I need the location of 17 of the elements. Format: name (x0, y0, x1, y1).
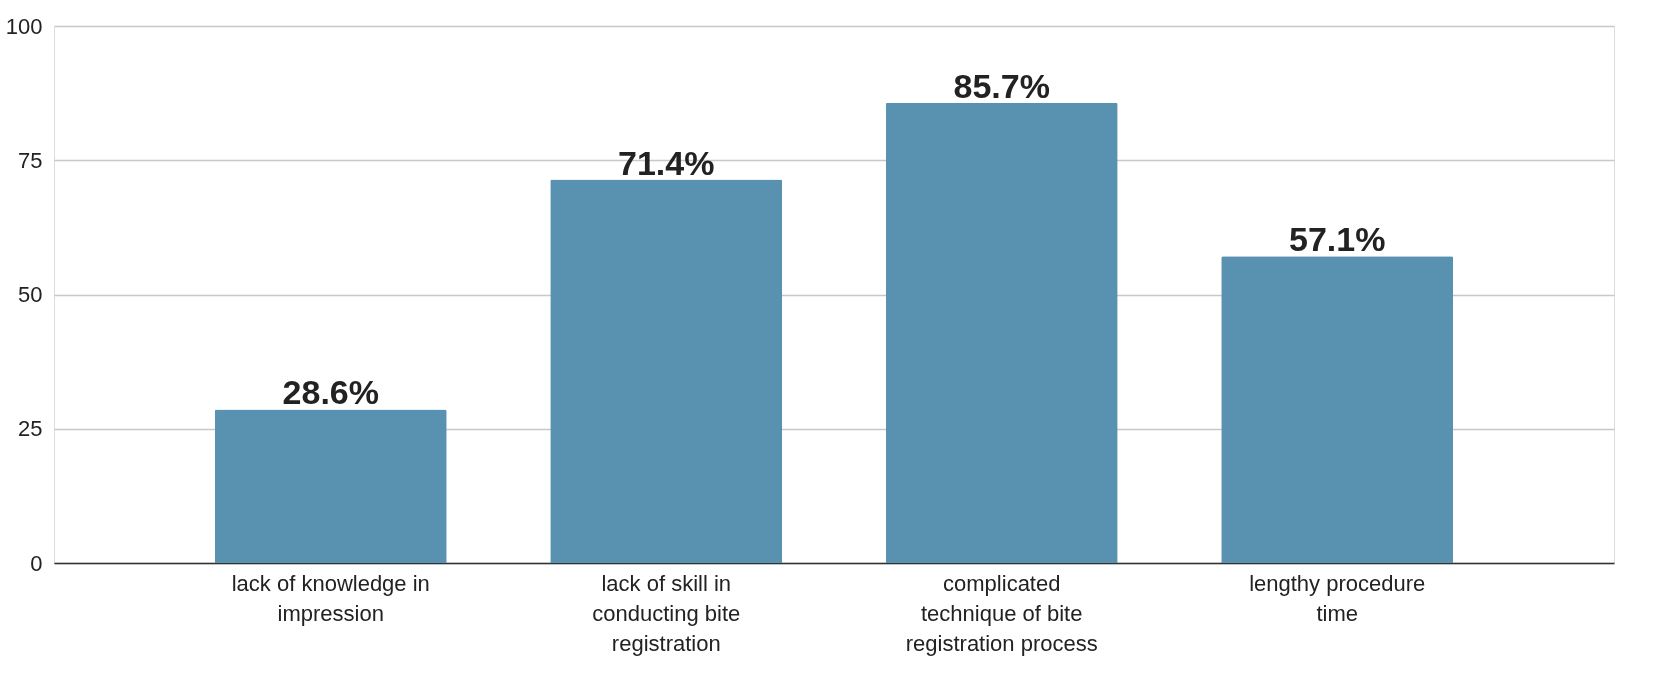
y-tick-label: 0 (30, 550, 43, 576)
data-label: 71.4% (618, 143, 715, 182)
x-tick-label: complicated technique of bite registration process (905, 570, 1098, 656)
x-tick-label: lengthy procedure time (1249, 570, 1426, 626)
y-tick-label: 25 (18, 416, 43, 442)
bar (214, 409, 447, 563)
y-tick-label: 50 (18, 282, 43, 307)
x-tick-label: lack of skill in conducting bite registration (592, 570, 741, 656)
bar (550, 179, 783, 563)
y-tick-label: 75 (18, 147, 43, 173)
data-label: 85.7% (953, 66, 1050, 105)
bar (885, 102, 1118, 563)
data-label: 57.1% (1289, 220, 1386, 259)
x-tick-label: lack of knowledge in impression (231, 570, 430, 626)
bar (1221, 256, 1454, 563)
y-tick-label: 100 (5, 13, 43, 39)
data-label: 28.6% (282, 373, 379, 412)
